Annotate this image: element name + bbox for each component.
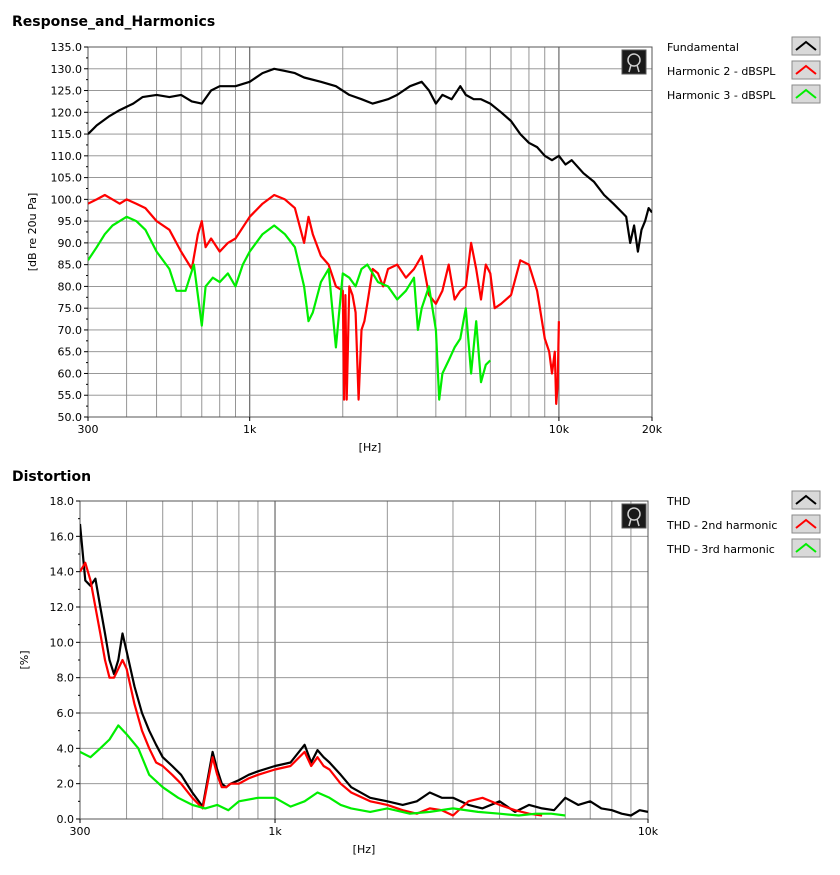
series-line-harmonic-3-dbspl: [88, 215, 492, 401]
y-tick-label: 95.0: [58, 215, 83, 228]
y-tick-label: 100.0: [51, 193, 83, 206]
y-tick-label: 18.0: [50, 495, 75, 508]
legend-swatch-line: [795, 518, 817, 529]
x-tick-label: 1k: [243, 423, 257, 436]
y-tick-label: 80.0: [58, 280, 83, 293]
chart-2: Distortion 18.0 16.0 14.0 12.0 10.0 8.0 6.0 4.0 2…: [12, 469, 821, 856]
legend-label-harmonic-3-dbspl: Harmonic 3 - dBSPL: [667, 89, 776, 102]
y-axis-label: [dB re 20u Pa]: [26, 193, 39, 272]
y-tick-label: 115.0: [51, 128, 83, 141]
legend-swatch-box: [791, 514, 821, 534]
legend-label-thd-3rd-harmonic: THD - 3rd harmonic: [666, 543, 775, 556]
x-tick-label: 20k: [642, 423, 663, 436]
series-group: [88, 67, 652, 405]
legend-swatch-box: [791, 36, 821, 56]
head-icon: [621, 503, 647, 529]
y-tick-label: 110.0: [51, 150, 83, 163]
legend: THD THD - 2nd harmonic THD - 3rd harmonic: [666, 490, 821, 558]
y-tick-label: 135.0: [51, 41, 83, 54]
legend-swatch-box: [791, 84, 821, 104]
legend-label-thd-2nd-harmonic: THD - 2nd harmonic: [666, 519, 777, 532]
x-tick-label: 10k: [549, 423, 570, 436]
y-tick-label: 10.0: [50, 636, 75, 649]
y-tick-label: 130.0: [51, 63, 83, 76]
y-tick-label: 14.0: [50, 566, 75, 579]
x-axis-label: [Hz]: [353, 843, 376, 856]
legend-swatch-line: [795, 40, 817, 51]
legend-label-fundamental: Fundamental: [667, 41, 739, 54]
chart-title: Distortion: [12, 469, 91, 485]
y-tick-label: 2.0: [57, 778, 75, 791]
series-group: [80, 523, 648, 817]
head-icon-neck: [628, 64, 640, 73]
series-line-harmonic-2-dbspl: [88, 193, 560, 405]
series-line-thd-2nd-harmonic: [80, 561, 543, 817]
y-tick-label: 8.0: [57, 672, 75, 685]
y-tick-label: 50.0: [58, 411, 83, 424]
y-tick-label: 6.0: [57, 707, 75, 720]
y-tick-label: 60.0: [58, 367, 83, 380]
legend-label-harmonic-2-dbspl: Harmonic 2 - dBSPL: [667, 65, 776, 78]
y-tick-label: 12.0: [50, 601, 75, 614]
head-icon-head: [627, 507, 641, 521]
legend-swatch-box: [791, 490, 821, 510]
legend: Fundamental Harmonic 2 - dBSPL Harmonic 3 …: [667, 36, 821, 104]
y-tick-label: 85.0: [58, 259, 83, 272]
y-tick-label: 90.0: [58, 237, 83, 250]
y-tick-label: 75.0: [58, 302, 83, 315]
y-tick-label: 16.0: [50, 530, 75, 543]
series-line-thd-3rd-harmonic: [80, 724, 566, 817]
legend-swatch-line: [795, 494, 817, 505]
head-icon: [621, 49, 647, 75]
y-tick-label: 4.0: [57, 742, 75, 755]
x-tick-label: 10k: [638, 825, 659, 838]
legend-swatch-line: [795, 64, 817, 75]
head-icon-head: [627, 53, 641, 67]
legend-swatch-box: [791, 60, 821, 80]
legend-swatch-line: [795, 88, 817, 99]
x-axis-label: [Hz]: [359, 441, 382, 454]
legend-swatch-box: [791, 538, 821, 558]
y-axis-label: [%]: [18, 650, 31, 669]
y-tick-label: 120.0: [51, 106, 83, 119]
x-tick-label: 300: [78, 423, 99, 436]
y-tick-label: 65.0: [58, 346, 83, 359]
y-tick-label: 0.0: [57, 813, 75, 826]
legend-label-thd: THD: [666, 495, 690, 508]
y-tick-label: 70.0: [58, 324, 83, 337]
head-icon-neck: [628, 518, 640, 527]
series-line-fundamental: [88, 67, 652, 253]
plot-area: [80, 501, 648, 819]
chart-1: Response_and_Harmonics 135.0 130.0 125.0 120…: [12, 14, 821, 454]
y-tick-label: 105.0: [51, 172, 83, 185]
x-tick-label: 300: [70, 825, 91, 838]
y-tick-label: 55.0: [58, 389, 83, 402]
x-tick-label: 1k: [268, 825, 282, 838]
chart-title: Response_and_Harmonics: [12, 14, 215, 30]
legend-swatch-line: [795, 542, 817, 553]
series-line-thd: [80, 523, 648, 817]
y-tick-label: 125.0: [51, 85, 83, 98]
